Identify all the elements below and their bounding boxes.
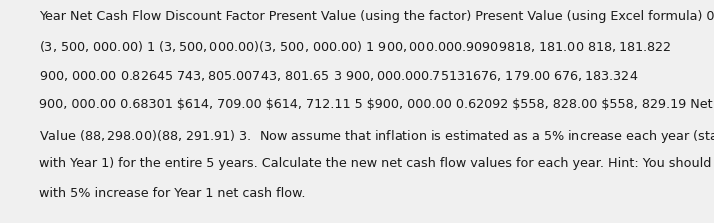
Text: (3, 500, 000.00) 1 $(3, 500, 000.00) ($3, 500, 000.00) 1 $900, 000.00 0.90909 $8: (3, 500, 000.00) 1 $(3, 500, 000.00) ($3…	[39, 39, 671, 54]
Text: Year Net Cash Flow Discount Factor Present Value (using the factor) Present Valu: Year Net Cash Flow Discount Factor Prese…	[39, 10, 714, 23]
Text: with Year 1) for the entire 5 years. Calculate the new net cash flow values for : with Year 1) for the entire 5 years. Cal…	[39, 157, 714, 170]
Text: 900, 000.00 0.68301 $614, 709.00 $614, 712.11 5 $900, 000.00 0.62092 $558, 828.0: 900, 000.00 0.68301 $614, 709.00 $614, 7…	[39, 98, 714, 111]
Text: with 5% increase for Year 1 net cash flow.: with 5% increase for Year 1 net cash flo…	[39, 187, 306, 200]
Text: 900, 000.00 0.82645 $743, 805.00 $743, 801.65 3 $900, 000.00 0.75131 $676, 179.0: 900, 000.00 0.82645 $743, 805.00 $743, 8…	[39, 69, 638, 83]
Text: Value $(88, 298.00) $(88, 291.91) 3.  Now assume that inflation is estimated as : Value $(88, 298.00) $(88, 291.91) 3. Now…	[39, 128, 714, 145]
